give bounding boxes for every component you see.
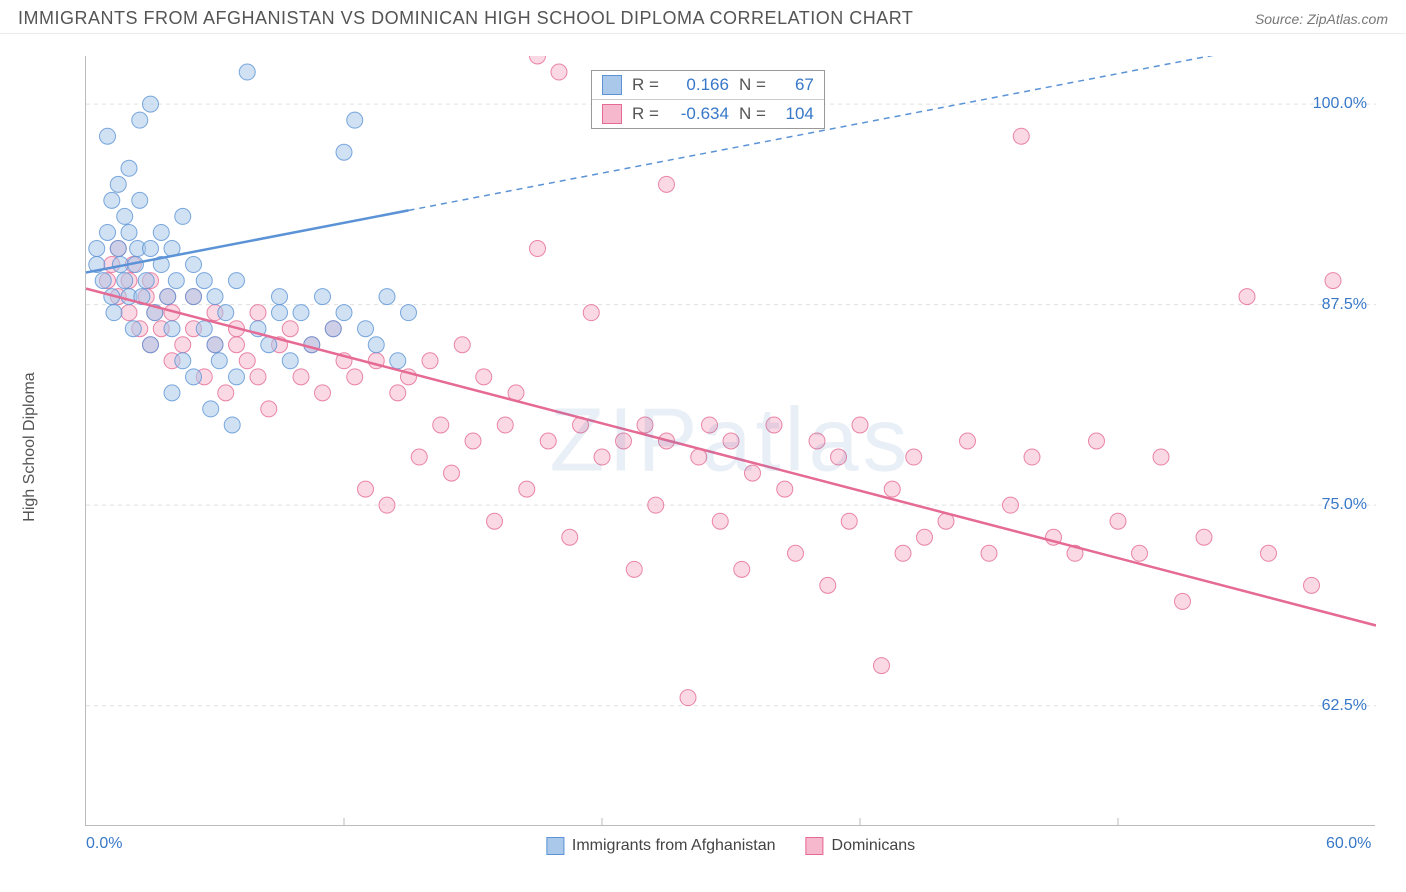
y-tick-label: 100.0%: [1313, 95, 1367, 113]
x-tick-label: 60.0%: [1326, 835, 1371, 853]
legend-swatch-afghan: [546, 837, 564, 855]
chart-container: High School Diploma ZIPatlas R =0.166N =…: [45, 44, 1390, 849]
stat-r-value: -0.634: [669, 104, 729, 124]
stat-swatch: [602, 75, 622, 95]
y-tick-label: 75.0%: [1322, 496, 1367, 514]
stats-row-afghan: R = 0.166 N = 67: [592, 71, 824, 99]
stat-r-label: R =: [632, 104, 659, 124]
stat-r-value: 0.166: [669, 75, 729, 95]
stat-n-label: N =: [739, 75, 766, 95]
legend-item-afghan: Immigrants from Afghanistan: [546, 837, 776, 855]
y-tick-label: 87.5%: [1322, 296, 1367, 314]
y-tick-label: 62.5%: [1322, 697, 1367, 715]
legend-label-afghan: Immigrants from Afghanistan: [572, 837, 776, 855]
bottom-legend: Immigrants from Afghanistan Dominicans: [546, 837, 915, 855]
chart-svg: [86, 56, 1376, 826]
header: IMMIGRANTS FROM AFGHANISTAN VS DOMINICAN…: [0, 0, 1406, 34]
stats-row-dominican: R = -0.634 N = 104: [592, 99, 824, 128]
stat-n-value: 67: [776, 75, 814, 95]
legend-label-dominican: Dominicans: [832, 837, 916, 855]
y-axis-label: High School Diploma: [21, 372, 39, 521]
stat-swatch: [602, 104, 622, 124]
legend-swatch-dominican: [806, 837, 824, 855]
stat-n-value: 104: [776, 104, 814, 124]
chart-title: IMMIGRANTS FROM AFGHANISTAN VS DOMINICAN…: [18, 8, 913, 29]
stat-r-label: R =: [632, 75, 659, 95]
legend-item-dominican: Dominicans: [806, 837, 916, 855]
stat-n-label: N =: [739, 104, 766, 124]
source-label: Source: ZipAtlas.com: [1255, 11, 1388, 27]
plot-area: ZIPatlas R =0.166N =67R =-0.634N =104 62…: [85, 56, 1375, 826]
x-tick-label: 0.0%: [86, 835, 122, 853]
stats-box: R = 0.166 N = 67 R = -0.634 N = 104: [591, 70, 825, 129]
